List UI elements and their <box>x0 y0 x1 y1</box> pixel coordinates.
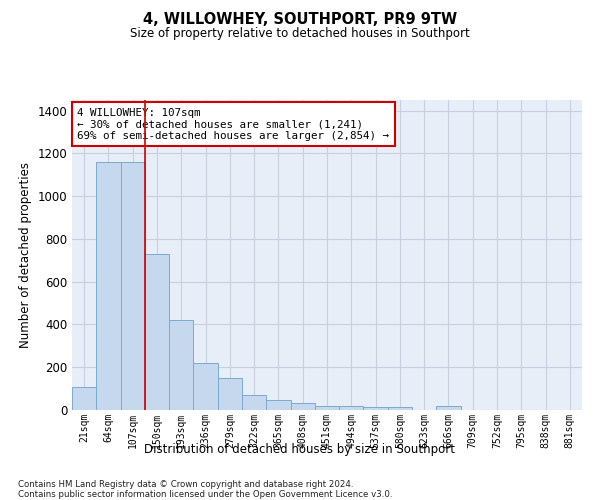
Bar <box>218 378 242 410</box>
Bar <box>242 394 266 410</box>
Bar <box>266 400 290 410</box>
Bar <box>290 403 315 410</box>
Text: Contains HM Land Registry data © Crown copyright and database right 2024.
Contai: Contains HM Land Registry data © Crown c… <box>18 480 392 500</box>
Bar <box>315 406 339 410</box>
Bar <box>96 162 121 410</box>
Bar <box>388 407 412 410</box>
Bar <box>169 320 193 410</box>
Bar <box>121 162 145 410</box>
Bar <box>193 364 218 410</box>
Bar <box>339 406 364 410</box>
Text: 4 WILLOWHEY: 107sqm
← 30% of detached houses are smaller (1,241)
69% of semi-det: 4 WILLOWHEY: 107sqm ← 30% of detached ho… <box>77 108 389 141</box>
Bar <box>72 387 96 410</box>
Bar <box>145 254 169 410</box>
Text: 4, WILLOWHEY, SOUTHPORT, PR9 9TW: 4, WILLOWHEY, SOUTHPORT, PR9 9TW <box>143 12 457 28</box>
Bar <box>436 406 461 410</box>
Y-axis label: Number of detached properties: Number of detached properties <box>19 162 32 348</box>
Text: Distribution of detached houses by size in Southport: Distribution of detached houses by size … <box>145 442 455 456</box>
Text: Size of property relative to detached houses in Southport: Size of property relative to detached ho… <box>130 28 470 40</box>
Bar <box>364 407 388 410</box>
